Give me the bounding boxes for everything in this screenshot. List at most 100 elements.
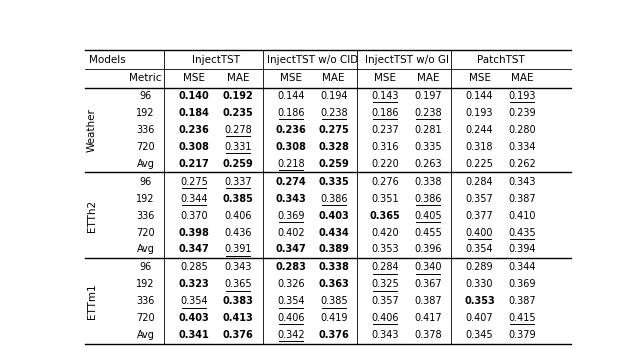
Text: 0.403: 0.403 [318, 210, 349, 221]
Text: 0.357: 0.357 [466, 194, 493, 204]
Text: 0.289: 0.289 [466, 262, 493, 273]
Text: 0.236: 0.236 [179, 125, 209, 135]
Text: 0.323: 0.323 [179, 280, 209, 289]
Text: 0.342: 0.342 [277, 330, 305, 340]
Text: 0.419: 0.419 [320, 313, 348, 323]
Text: 0.455: 0.455 [414, 228, 442, 238]
Text: 0.402: 0.402 [277, 228, 305, 238]
Text: 0.275: 0.275 [318, 125, 349, 135]
Text: 0.186: 0.186 [277, 108, 305, 118]
Text: 96: 96 [140, 91, 152, 101]
Text: 0.383: 0.383 [223, 296, 253, 306]
Text: Avg: Avg [136, 244, 154, 254]
Text: 0.237: 0.237 [371, 125, 399, 135]
Text: Models: Models [89, 54, 125, 65]
Text: 0.369: 0.369 [277, 210, 305, 221]
Text: 0.274: 0.274 [276, 177, 307, 187]
Text: 0.278: 0.278 [224, 125, 252, 135]
Text: 0.405: 0.405 [414, 210, 442, 221]
Text: 0.345: 0.345 [466, 330, 493, 340]
Text: 0.276: 0.276 [371, 177, 399, 187]
Text: 0.218: 0.218 [277, 159, 305, 169]
Text: Weather: Weather [87, 108, 97, 152]
Text: 0.193: 0.193 [466, 108, 493, 118]
Text: Avg: Avg [136, 330, 154, 340]
Text: 0.420: 0.420 [371, 228, 399, 238]
Text: MAE: MAE [227, 73, 250, 83]
Text: 0.220: 0.220 [371, 159, 399, 169]
Text: 0.386: 0.386 [320, 194, 348, 204]
Text: MAE: MAE [323, 73, 345, 83]
Text: MSE: MSE [280, 73, 302, 83]
Text: Avg: Avg [136, 159, 154, 169]
Text: 0.328: 0.328 [318, 142, 349, 152]
Text: 0.192: 0.192 [223, 91, 253, 101]
Text: PatchTST: PatchTST [477, 54, 525, 65]
Text: 0.239: 0.239 [508, 108, 536, 118]
Text: 0.334: 0.334 [508, 142, 536, 152]
Text: 0.387: 0.387 [414, 296, 442, 306]
Text: 0.376: 0.376 [318, 330, 349, 340]
Text: 0.244: 0.244 [466, 125, 493, 135]
Text: 336: 336 [136, 296, 155, 306]
Text: 0.435: 0.435 [508, 228, 536, 238]
Text: 0.369: 0.369 [508, 280, 536, 289]
Text: 0.406: 0.406 [277, 313, 305, 323]
Text: 0.413: 0.413 [223, 313, 253, 323]
Text: 0.144: 0.144 [466, 91, 493, 101]
Text: 0.262: 0.262 [508, 159, 536, 169]
Text: 0.385: 0.385 [320, 296, 348, 306]
Text: 0.331: 0.331 [225, 142, 252, 152]
Text: 0.436: 0.436 [225, 228, 252, 238]
Text: 0.347: 0.347 [276, 244, 307, 254]
Text: 0.387: 0.387 [508, 296, 536, 306]
Text: 0.308: 0.308 [179, 142, 209, 152]
Text: ETTh2: ETTh2 [87, 200, 97, 232]
Text: 0.354: 0.354 [466, 244, 493, 254]
Text: 0.406: 0.406 [225, 210, 252, 221]
Text: 0.363: 0.363 [318, 280, 349, 289]
Text: 0.330: 0.330 [466, 280, 493, 289]
Text: 0.316: 0.316 [372, 142, 399, 152]
Text: MAE: MAE [511, 73, 533, 83]
Text: 0.325: 0.325 [371, 280, 399, 289]
Text: 0.197: 0.197 [414, 91, 442, 101]
Text: 0.335: 0.335 [414, 142, 442, 152]
Text: 0.337: 0.337 [225, 177, 252, 187]
Text: 0.184: 0.184 [179, 108, 209, 118]
Text: 0.343: 0.343 [276, 194, 307, 204]
Text: 336: 336 [136, 125, 155, 135]
Text: 0.140: 0.140 [179, 91, 209, 101]
Text: 0.285: 0.285 [180, 262, 208, 273]
Text: 0.354: 0.354 [277, 296, 305, 306]
Text: 0.417: 0.417 [414, 313, 442, 323]
Text: MSE: MSE [374, 73, 396, 83]
Text: 0.344: 0.344 [508, 262, 536, 273]
Text: 0.387: 0.387 [508, 194, 536, 204]
Text: 0.283: 0.283 [276, 262, 307, 273]
Text: 0.410: 0.410 [508, 210, 536, 221]
Text: 0.281: 0.281 [414, 125, 442, 135]
Text: 0.407: 0.407 [466, 313, 493, 323]
Text: 0.370: 0.370 [180, 210, 208, 221]
Text: 0.335: 0.335 [318, 177, 349, 187]
Text: 0.193: 0.193 [508, 91, 536, 101]
Text: 0.389: 0.389 [318, 244, 349, 254]
Text: 720: 720 [136, 142, 155, 152]
Text: 0.259: 0.259 [223, 159, 253, 169]
Text: 0.365: 0.365 [370, 210, 401, 221]
Text: 720: 720 [136, 228, 155, 238]
Text: 0.394: 0.394 [508, 244, 536, 254]
Text: 0.308: 0.308 [276, 142, 307, 152]
Text: 0.284: 0.284 [466, 177, 493, 187]
Text: 0.367: 0.367 [414, 280, 442, 289]
Text: 192: 192 [136, 194, 155, 204]
Text: 720: 720 [136, 313, 155, 323]
Text: 96: 96 [140, 262, 152, 273]
Text: 0.186: 0.186 [372, 108, 399, 118]
Text: 0.275: 0.275 [180, 177, 208, 187]
Text: MSE: MSE [468, 73, 490, 83]
Text: 0.263: 0.263 [414, 159, 442, 169]
Text: 0.365: 0.365 [225, 280, 252, 289]
Text: InjectTST w/o CID: InjectTST w/o CID [267, 54, 358, 65]
